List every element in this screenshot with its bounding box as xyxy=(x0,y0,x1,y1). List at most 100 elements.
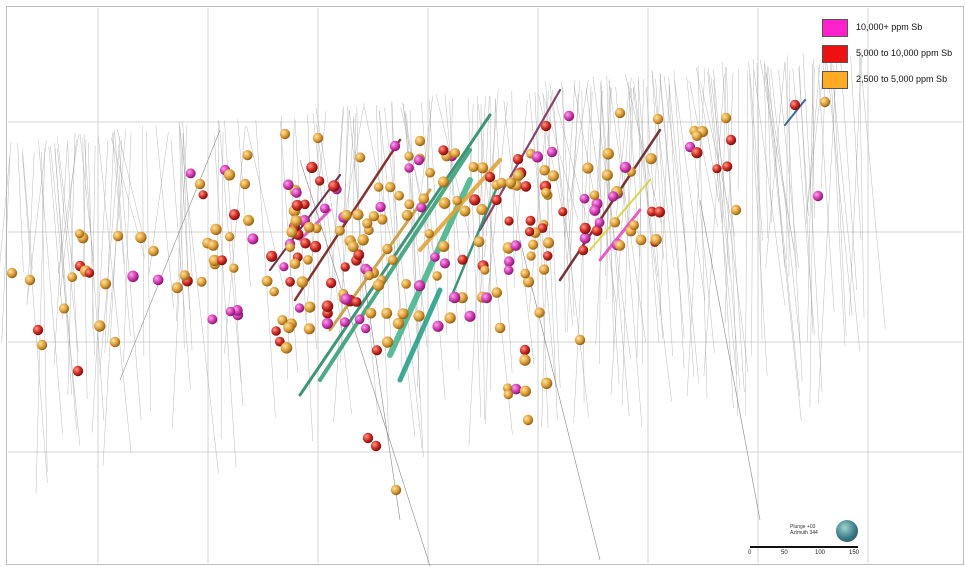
drill-trace xyxy=(608,81,646,343)
drill-trace xyxy=(41,151,48,472)
drill-trace xyxy=(606,75,615,353)
sphere-low-grade xyxy=(208,254,221,267)
drill-trace xyxy=(707,71,737,375)
drill-trace xyxy=(35,148,46,494)
drill-trace xyxy=(22,153,48,484)
drill-trace xyxy=(83,133,105,421)
drill-trace xyxy=(710,77,749,373)
mineral-ribbon xyxy=(598,208,642,262)
drill-trace xyxy=(673,70,695,378)
sphere-low-grade xyxy=(635,234,647,246)
sphere-low-grade xyxy=(602,148,614,160)
sphere-low-grade xyxy=(720,112,732,124)
sphere-high-grade xyxy=(812,190,824,202)
sphere-low-grade xyxy=(36,339,48,351)
legend-swatch-low xyxy=(822,71,848,89)
sphere-low-grade xyxy=(444,312,456,324)
drill-traces xyxy=(0,50,886,567)
sphere-high-grade xyxy=(546,146,558,158)
sphere-high-grade xyxy=(185,168,196,179)
drill-trace xyxy=(633,80,658,277)
sphere-low-grade xyxy=(239,178,251,190)
drill-trace xyxy=(545,81,561,389)
drill-trace xyxy=(305,110,327,321)
sphere-low-grade xyxy=(526,251,536,261)
legend-swatch-mid xyxy=(822,45,848,63)
drill-trace xyxy=(155,125,174,309)
drill-trace xyxy=(114,130,125,264)
sphere-mid-grade xyxy=(306,161,318,174)
sphere-low-grade xyxy=(582,162,594,174)
drill-trace xyxy=(659,84,670,316)
sphere-low-grade xyxy=(368,211,380,222)
sphere-high-grade xyxy=(414,280,426,292)
drill-trace xyxy=(628,87,634,221)
sphere-high-grade xyxy=(413,155,424,166)
drill-trace xyxy=(766,72,801,397)
sphere-mid-grade xyxy=(789,99,801,111)
drill-trace xyxy=(170,139,191,390)
sphere-low-grade xyxy=(283,321,295,334)
sphere-low-grade xyxy=(522,414,534,426)
sphere-high-grade xyxy=(579,232,591,244)
drill-trace xyxy=(1,156,11,344)
drill-trace xyxy=(316,123,352,414)
sphere-low-grade xyxy=(352,209,364,221)
sphere-mid-grade xyxy=(484,171,496,183)
legend-item-low: 2,500 to 5,000 ppm Sb xyxy=(822,70,962,96)
drill-trace xyxy=(651,69,664,259)
drill-trace xyxy=(817,64,835,312)
sphere-low-grade xyxy=(243,214,254,226)
sphere-high-grade xyxy=(247,233,259,245)
sphere-high-grade xyxy=(354,314,365,325)
drill-trace xyxy=(726,67,739,417)
sphere-low-grade xyxy=(109,336,121,348)
mineral-ribbon xyxy=(784,99,806,126)
sphere-high-grade xyxy=(340,293,352,305)
sphere-low-grade xyxy=(280,342,293,354)
sphere-low-grade xyxy=(67,272,78,283)
drill-trace xyxy=(569,79,589,202)
drill-trace xyxy=(829,50,846,346)
drill-trace xyxy=(859,54,886,330)
drill-trace xyxy=(767,66,772,224)
sphere-low-grade xyxy=(229,263,239,273)
drill-trace xyxy=(402,102,435,281)
drill-trace xyxy=(213,134,237,468)
sphere-mid-grade xyxy=(291,199,303,211)
drill-trace xyxy=(830,61,861,352)
drill-trace xyxy=(67,140,79,370)
scale-tick-50: 50 xyxy=(781,550,788,556)
sphere-mid-grade xyxy=(309,240,322,253)
sphere-mid-grade xyxy=(321,300,334,313)
compass-globe-icon[interactable] xyxy=(836,520,858,542)
sphere-low-grade xyxy=(347,241,359,253)
drill-trace xyxy=(146,131,151,412)
drill-trace xyxy=(224,126,246,354)
drill-trace xyxy=(689,81,718,227)
drill-trace xyxy=(489,96,492,391)
drill-trace xyxy=(53,145,68,366)
drill-trace xyxy=(342,106,364,228)
drill-trace xyxy=(668,77,700,384)
sphere-low-grade xyxy=(730,204,742,216)
plunge-label: Plunge +03 xyxy=(790,524,816,530)
sphere-low-grade xyxy=(179,270,190,281)
sphere-low-grade xyxy=(413,310,425,322)
drill-trace xyxy=(722,67,727,223)
sphere-mid-grade xyxy=(340,262,350,272)
drill-trace xyxy=(703,74,725,377)
legend-label-low: 2,500 to 5,000 ppm Sb xyxy=(856,74,948,84)
sphere-mid-grade xyxy=(579,222,591,234)
map-border xyxy=(6,6,964,565)
sphere-mid-grade xyxy=(725,134,737,146)
drill-trace xyxy=(384,107,423,448)
sphere-high-grade xyxy=(464,310,476,322)
sphere-high-grade xyxy=(375,201,386,213)
drill-trace xyxy=(468,96,486,445)
drill-trace xyxy=(600,82,620,385)
sphere-mid-grade xyxy=(512,154,524,165)
sphere-low-grade xyxy=(645,153,657,165)
